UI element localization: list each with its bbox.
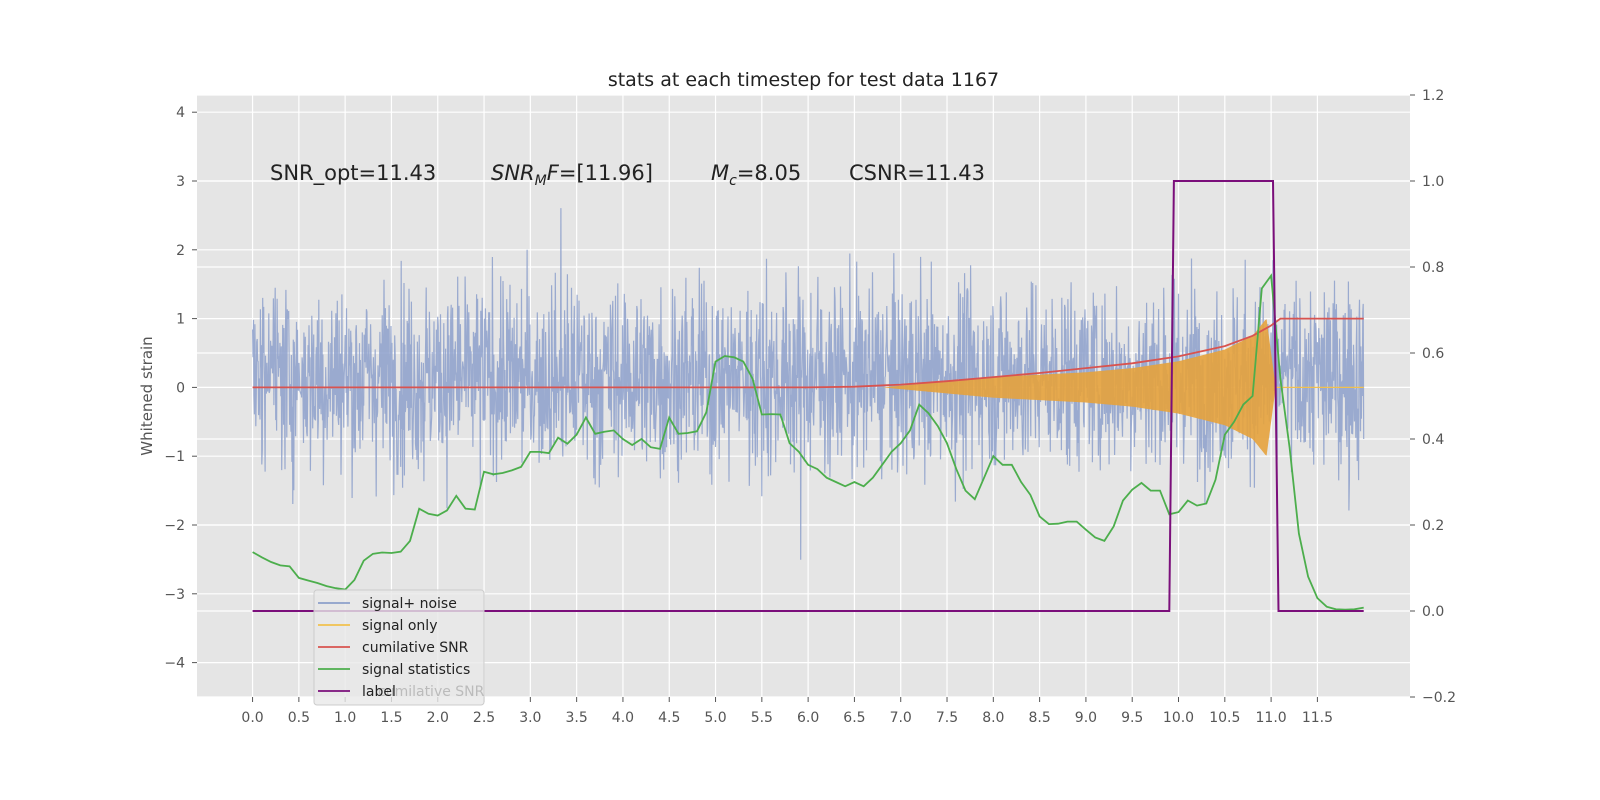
x-tick-label: 8.5 (1028, 710, 1050, 726)
y-axis-label: Whitened strain (138, 336, 156, 455)
x-tick-label: 7.5 (936, 710, 958, 726)
x-tick-label: 7.0 (890, 710, 912, 726)
y-tick-label: 0 (176, 380, 185, 396)
annotation-snr-mf: SNRMF=[11.96] (491, 161, 653, 189)
legend: cumilative SNR signal+ noise signal only c… (313, 589, 485, 706)
series-label (252, 180, 1364, 612)
data-layer (252, 180, 1365, 612)
legend-label: signal+ noise (362, 596, 457, 612)
y2-tick-label: 1.2 (1422, 88, 1444, 104)
x-tick-label: 0.0 (241, 710, 263, 726)
x-tick-label: 4.5 (658, 710, 680, 726)
x-tick-label: 2.0 (427, 710, 449, 726)
annotation-csnr: CSNR=11.43 (849, 161, 985, 185)
legend-ghost-text: cumilative SNR (378, 684, 485, 700)
x-tick-label: 3.0 (519, 710, 541, 726)
x-tick-label: 3.5 (566, 710, 588, 726)
x-tick-label: 5.0 (704, 710, 726, 726)
x-tick-label: 9.0 (1075, 710, 1097, 726)
legend-label: cumilative SNR (362, 640, 469, 656)
legend-label: signal only (362, 618, 437, 634)
x-tick-label: 11.0 (1256, 710, 1287, 726)
legend-label: signal statistics (362, 662, 470, 678)
y-tick-label: −2 (164, 518, 185, 534)
legend-box (313, 589, 485, 706)
legend-label: label (362, 684, 396, 700)
x-tick-label: 4.0 (612, 710, 634, 726)
x-tick-label: 1.5 (380, 710, 402, 726)
x-tick-label: 0.5 (288, 710, 310, 726)
annotation-mc: Mc=8.05 (711, 161, 801, 189)
x-tick-label: 1.0 (334, 710, 356, 726)
x-tick-label: 11.5 (1302, 710, 1333, 726)
series-signal-statistics (252, 273, 1364, 611)
chart-title: stats at each timestep for test data 116… (608, 69, 999, 91)
x-tick-label: 6.0 (797, 710, 819, 726)
annotation-snr-opt: SNR_opt=11.43 (270, 161, 436, 186)
x-tick-label: 10.0 (1163, 710, 1194, 726)
y2-tick-label: 0.4 (1422, 432, 1444, 448)
x-tick-label: 6.5 (843, 710, 865, 726)
y2-tick-label: −0.2 (1422, 690, 1456, 706)
y2-tick-label: 0.8 (1422, 260, 1444, 276)
series-signal-only (882, 319, 1276, 456)
y-tick-label: 1 (176, 312, 185, 328)
y2-tick-label: 0.2 (1422, 518, 1444, 534)
y-tick-label: −4 (164, 656, 185, 672)
y2-tick-label: 0.6 (1422, 346, 1444, 362)
axes: 0.0 0.5 1.0 1.5 2.0 2.5 3.0 3.5 4.0 4.5 5.0 5.5 6.0 6… (164, 88, 1456, 726)
series-cumulative-snr (252, 317, 1364, 389)
y-tick-label: −3 (164, 587, 185, 603)
y2-tick-label: 1.0 (1422, 174, 1444, 190)
annotations: SNR_opt=11.43 SNRMF=[11.96] Mc=8.05 CSNR… (270, 161, 985, 189)
x-tick-label: 10.5 (1209, 710, 1240, 726)
x-tick-label: 9.5 (1121, 710, 1143, 726)
x-tick-label: 5.5 (751, 710, 773, 726)
y-tick-label: 3 (176, 174, 185, 190)
y2-tick-label: 0.0 (1422, 604, 1444, 620)
y-tick-label: −1 (164, 449, 185, 465)
y-tick-label: 4 (176, 105, 185, 121)
series-signal-noise (252, 208, 1365, 560)
y-tick-label: 2 (176, 243, 185, 259)
x-tick-label: 8.0 (982, 710, 1004, 726)
x-tick-label: 2.5 (473, 710, 495, 726)
